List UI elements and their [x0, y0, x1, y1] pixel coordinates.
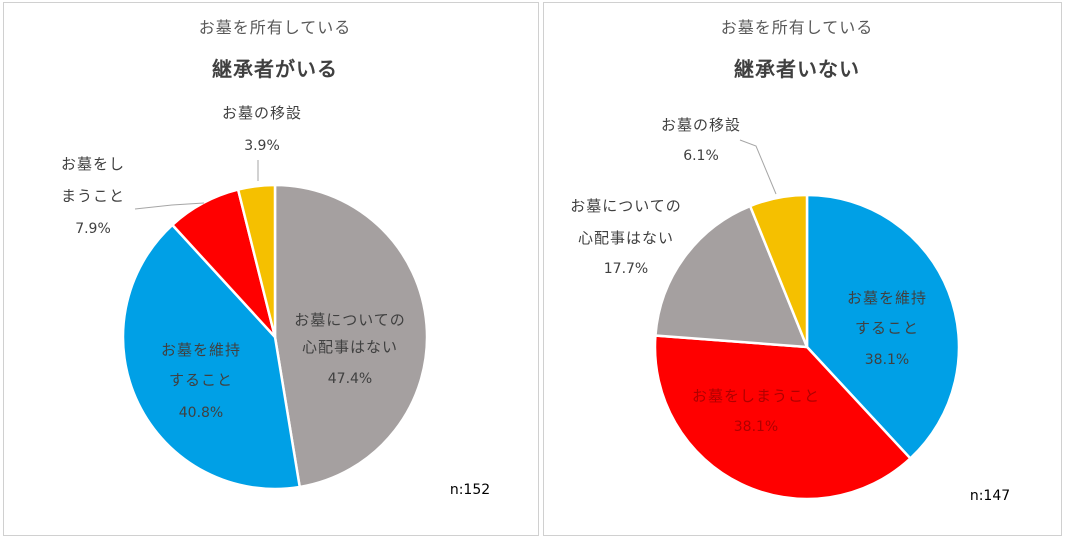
pie-slice-1 — [805, 193, 961, 461]
pie-slice-1 — [273, 183, 429, 489]
slice-label-1: すること — [855, 319, 919, 337]
chart-title: 継承者いない — [734, 57, 860, 81]
slice-value-label-4: 3.9% — [244, 138, 280, 154]
slice-label-3: まうこと — [61, 187, 125, 205]
pie-slice-2 — [121, 223, 302, 491]
slice-label-3: お墓についての — [570, 197, 682, 215]
pie-slice-4 — [748, 193, 809, 348]
slice-label-2: すること — [169, 371, 233, 389]
slice-value-label-1: 38.1% — [865, 352, 909, 368]
slice-label-3: 心配事はない — [578, 229, 674, 247]
slice-label-1: 心配事はない — [302, 338, 398, 356]
pie-slice-4 — [236, 183, 277, 338]
slice-label-4: お墓の移設 — [222, 104, 302, 122]
pie-panel-with-successor: お墓を所有している継承者がいるお墓についての 心配事はない 47.4% お墓を維持する… — [3, 2, 539, 536]
pie-slice-3 — [654, 204, 809, 349]
pie-panel-without-successor: お墓を所有している継承者いないお墓を維持すること 38.1% お墓をしまうこと 38.… — [543, 2, 1062, 536]
slice-value-label-3: 7.9% — [75, 221, 111, 237]
slice-value-label-2: 38.1% — [734, 419, 778, 435]
slice-value-label-3: 17.7% — [604, 261, 648, 277]
slice-value-label-2: 40.8% — [179, 405, 223, 421]
chart-subtitle: お墓を所有している — [721, 18, 874, 37]
sample-size-label: n:152 — [450, 482, 490, 498]
slice-label-1: お墓を維持 — [847, 289, 927, 307]
sample-size-label: n:147 — [970, 488, 1010, 504]
slice-value-label-1: 47.4% — [328, 371, 372, 387]
leader-line-3 — [134, 202, 205, 210]
pie-slice-2 — [653, 334, 913, 501]
chart-title: 継承者がいる — [212, 57, 338, 81]
leader-line-4 — [739, 139, 777, 195]
slice-value-label-4: 6.1% — [683, 148, 719, 164]
slice-label-3: お墓をし — [61, 155, 125, 173]
slice-label-2: お墓を維持 — [161, 341, 241, 359]
chart-subtitle: お墓を所有している — [199, 18, 352, 37]
slice-label-4: お墓の移設 — [661, 116, 741, 134]
slice-label-1: お墓についての — [294, 311, 406, 329]
slice-label-2: お墓をしまうこと — [692, 387, 820, 405]
